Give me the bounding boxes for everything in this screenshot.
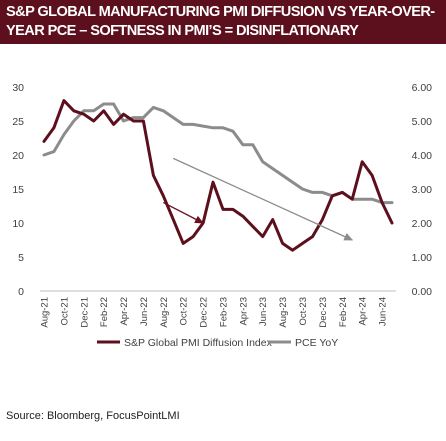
y-right-tick-label: 5.00 xyxy=(412,116,433,128)
y-right-tick-label: 0.00 xyxy=(412,286,433,298)
x-tick-label: Aug-21 xyxy=(40,297,51,328)
series-group xyxy=(42,99,394,252)
x-tick-label: Apr-22 xyxy=(119,297,130,326)
x-tick-label: Jun-24 xyxy=(378,297,389,326)
legend-label-pmi: S&P Global PMI Diffusion Index xyxy=(124,337,273,349)
x-tick-label: Apr-24 xyxy=(358,297,369,326)
x-tick-label: Dec-21 xyxy=(79,297,90,328)
y-right-tick-label: 1.00 xyxy=(412,252,433,264)
y-right-tick-label: 4.00 xyxy=(412,150,433,162)
x-tick-label: Oct-23 xyxy=(298,297,309,326)
x-tick-label: Dec-22 xyxy=(199,297,210,328)
y-axis-left: 0 5 10 15 20 25 30 xyxy=(12,82,24,298)
source-note: Source: Bloomberg, FocusPointLMI xyxy=(6,410,180,422)
x-tick-label: Apr-23 xyxy=(238,297,249,326)
title-bar: S&P GLOBAL MANUFACTURING PMI DIFFUSION V… xyxy=(0,0,446,44)
y-right-tick-label: 2.00 xyxy=(412,218,433,230)
x-tick-label: Aug-23 xyxy=(278,297,289,328)
y-right-tick-label: 6.00 xyxy=(412,82,433,94)
trend-arrows xyxy=(163,157,354,241)
y-left-tick-label: 30 xyxy=(12,82,24,94)
chart-svg: 0 5 10 15 20 25 30 0.00 1.00 2.00 3.00 4.00 5.00 6.0… xyxy=(12,82,433,349)
y-left-tick-label: 0 xyxy=(18,286,24,298)
trend-arrow-gray xyxy=(172,157,354,241)
x-tick-label: Aug-22 xyxy=(159,297,170,328)
y-right-tick-label: 3.00 xyxy=(412,184,433,196)
y-left-tick-label: 20 xyxy=(12,150,24,162)
x-tick-label: Dec-23 xyxy=(318,297,329,328)
x-tick-label: Jun-22 xyxy=(139,297,150,326)
x-tick-label: Oct-22 xyxy=(179,297,190,326)
x-tick-label: Oct-21 xyxy=(59,297,70,326)
chart-area: 0 5 10 15 20 25 30 0.00 1.00 2.00 3.00 4.00 5.00 6.0… xyxy=(0,44,446,436)
legend: S&P Global PMI Diffusion Index PCE YoY xyxy=(97,337,338,349)
chart-title: S&P GLOBAL MANUFACTURING PMI DIFFUSION V… xyxy=(6,4,435,39)
y-axis-right: 0.00 1.00 2.00 3.00 4.00 5.00 6.00 xyxy=(412,82,433,298)
y-left-tick-label: 15 xyxy=(12,184,24,196)
y-left-tick-label: 25 xyxy=(12,116,24,128)
series-line-pmi xyxy=(42,99,394,252)
x-tick-label: Feb-23 xyxy=(218,297,229,327)
legend-label-pce: PCE YoY xyxy=(295,337,338,349)
y-left-tick-label: 10 xyxy=(12,218,24,230)
x-tick-label: Feb-24 xyxy=(338,297,349,327)
x-tick-label: Feb-22 xyxy=(99,297,110,327)
trend-arrow-red xyxy=(163,202,204,224)
x-axis: Aug-21 Oct-21 Dec-21 Feb-22 Apr-22 Jun-22 Aug-… xyxy=(40,297,389,328)
y-left-tick-label: 5 xyxy=(18,252,24,264)
x-tick-label: Jun-23 xyxy=(258,297,269,326)
